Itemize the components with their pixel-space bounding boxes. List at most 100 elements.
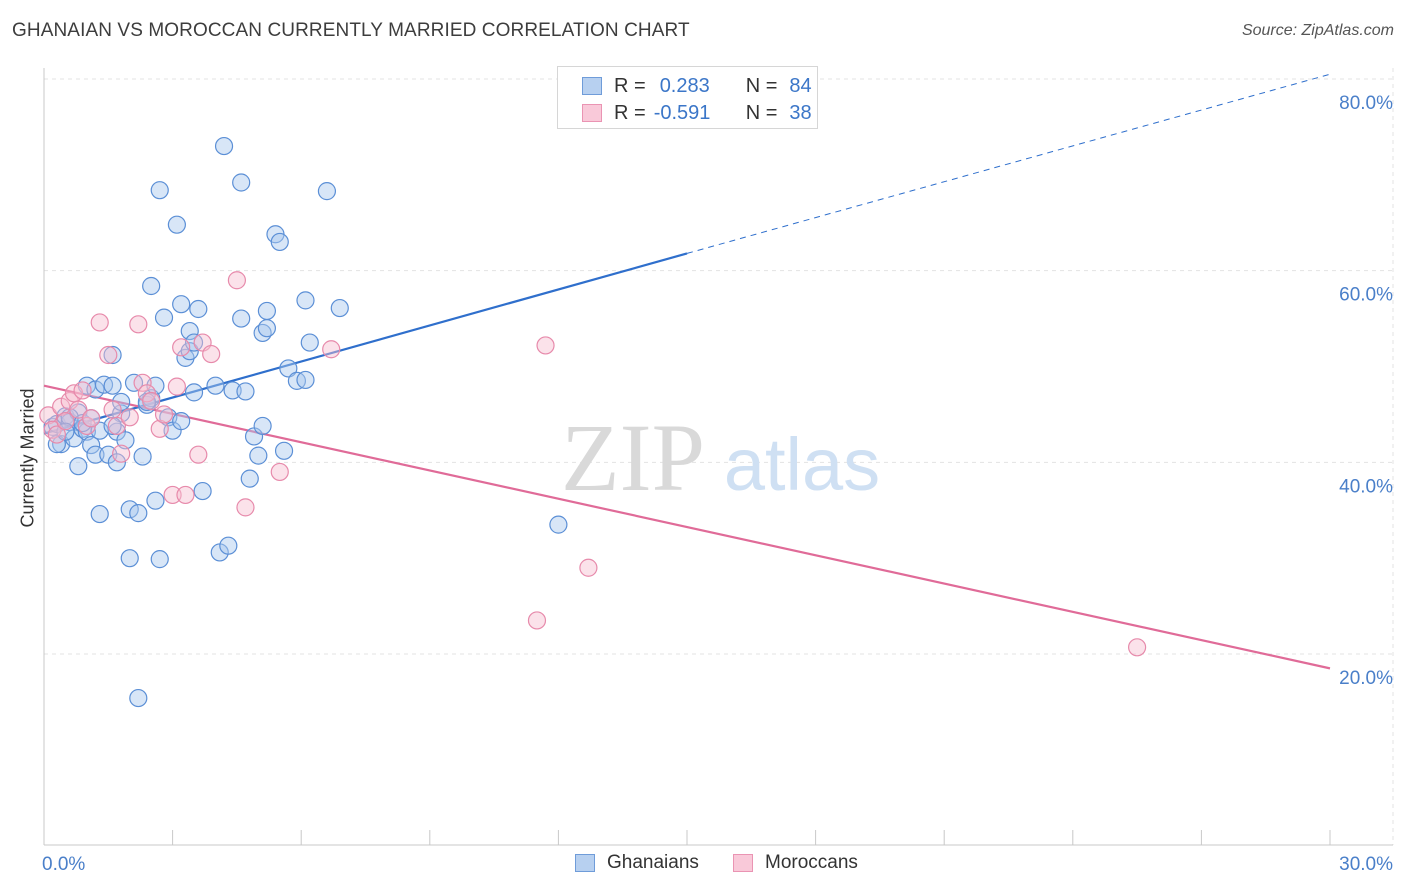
point-moroccan (154, 405, 174, 424)
point-ghanaian (184, 383, 204, 402)
point-moroccan (90, 313, 109, 332)
data-points (39, 136, 1147, 708)
point-ghanaian (223, 381, 242, 400)
pink-swatch (733, 854, 753, 872)
point-ghanaian (296, 291, 315, 310)
point-moroccan (142, 391, 161, 411)
stats-legend: R = 0.283 N = 84 R = -0.591 N = 38 (557, 66, 818, 129)
point-ghanaian (180, 321, 199, 341)
point-ghanaian (82, 435, 101, 455)
point-ghanaian (172, 295, 191, 314)
point-ghanaian (279, 359, 298, 378)
point-ghanaian (86, 380, 105, 399)
y-tick-label: 60.0% (1339, 285, 1393, 306)
r-label: R = (614, 101, 646, 124)
legend-item-ghanaians: Ghanaians (575, 852, 699, 874)
x-tick-label: 0.0% (42, 854, 85, 875)
point-ghanaian (150, 550, 169, 569)
point-moroccan (99, 345, 118, 365)
point-ghanaian (270, 232, 289, 252)
point-moroccan (167, 377, 186, 396)
point-ghanaian (549, 515, 568, 534)
point-moroccan (107, 416, 126, 436)
point-ghanaian (236, 382, 255, 401)
point-ghanaian (103, 345, 122, 365)
n-value: 84 (789, 74, 812, 97)
pink-swatch (582, 104, 602, 122)
point-ghanaian (120, 500, 139, 519)
point-ghanaian (116, 431, 135, 450)
y-tick-label: 80.0% (1339, 93, 1393, 114)
point-ghanaian (257, 301, 277, 321)
trend-lines (43, 73, 1331, 670)
point-ghanaian (129, 504, 148, 523)
point-moroccan (82, 409, 101, 428)
point-ghanaian (317, 182, 337, 201)
point-ghanaian (172, 412, 191, 431)
point-ghanaian (47, 435, 66, 454)
r-value: 0.283 (659, 74, 710, 97)
chart-title: GHANAIAN VS MOROCCAN CURRENTLY MARRIED C… (12, 20, 690, 41)
point-ghanaian (300, 333, 319, 352)
legend-row-ghanaians: R = 0.283 N = 84 (582, 73, 812, 99)
point-ghanaian (232, 173, 251, 192)
trend-line-ghanaians-extension (686, 73, 1331, 254)
point-ghanaian (296, 370, 315, 390)
tick-labels: 20.0% 40.0% 60.0% 80.0% 0.0% 30.0% (42, 93, 1393, 875)
point-moroccan (536, 336, 555, 355)
point-ghanaian (103, 376, 122, 395)
point-ghanaian (129, 688, 148, 708)
point-ghanaian (133, 447, 152, 466)
point-moroccan (39, 406, 58, 425)
point-moroccan (129, 315, 148, 334)
point-moroccan (322, 340, 341, 359)
source-label: Source: ZipAtlas.com (1241, 22, 1394, 39)
point-moroccan (202, 344, 221, 364)
point-moroccan (150, 419, 169, 438)
trend-line-ghanaians (43, 252, 688, 435)
point-ghanaian (150, 181, 169, 200)
point-ghanaian (219, 536, 238, 555)
point-ghanaian (232, 309, 251, 328)
point-moroccan (120, 408, 139, 427)
point-moroccan (270, 462, 289, 482)
r-label: R = (614, 74, 646, 97)
n-label: N = (745, 74, 778, 97)
y-tick-label: 20.0% (1339, 668, 1393, 689)
point-ghanaian (103, 416, 122, 436)
point-moroccan (103, 400, 122, 419)
point-ghanaian (180, 342, 199, 361)
point-ghanaian (257, 319, 277, 338)
point-ghanaian (107, 453, 126, 472)
point-ghanaian (77, 422, 96, 441)
r-value: -0.591 (653, 101, 711, 124)
point-ghanaian (330, 298, 349, 318)
point-moroccan (163, 485, 182, 505)
point-ghanaian (146, 491, 165, 510)
blue-swatch (582, 77, 602, 95)
point-ghanaian (206, 376, 225, 395)
point-moroccan (133, 373, 152, 392)
point-ghanaian (249, 446, 268, 465)
point-moroccan (172, 338, 191, 357)
point-moroccan (189, 445, 208, 464)
point-ghanaian (189, 299, 208, 319)
point-moroccan (227, 271, 246, 290)
point-moroccan (579, 558, 598, 577)
legend-label-moroccans: Moroccans (765, 852, 858, 873)
point-moroccan (69, 400, 88, 419)
point-moroccan (236, 498, 255, 517)
n-label: N = (745, 101, 778, 124)
point-ghanaian (214, 136, 234, 156)
point-moroccan (47, 425, 66, 444)
watermark-zip: ZIP (561, 404, 705, 511)
point-moroccan (527, 611, 547, 630)
watermark-atlas: atlas (724, 423, 880, 506)
point-ghanaian (193, 481, 212, 501)
point-moroccan (73, 381, 92, 400)
point-moroccan (56, 412, 75, 431)
legend-label-ghanaians: Ghanaians (607, 852, 699, 873)
point-moroccan (176, 485, 195, 505)
legend-item-moroccans: Moroccans (733, 852, 858, 874)
